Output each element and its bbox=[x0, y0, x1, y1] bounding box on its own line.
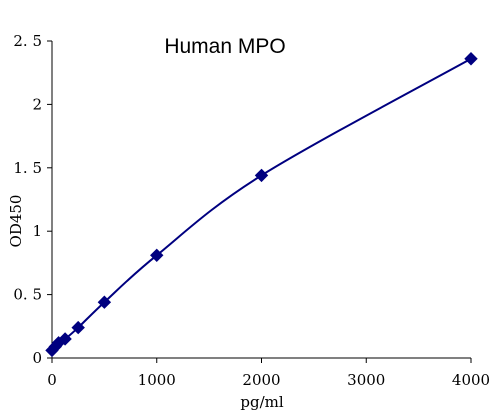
x-tick-label: 4000 bbox=[452, 371, 490, 389]
data-point bbox=[58, 332, 72, 346]
axis-ticks: 0 0. 5 1 1. 5 2 2. 5 0 1000 2000 3000 4000 bbox=[13, 32, 490, 389]
x-tick-label: 2000 bbox=[242, 371, 280, 389]
data-point bbox=[254, 168, 269, 183]
x-axis-label: pg/ml bbox=[240, 393, 283, 411]
data-point bbox=[150, 248, 164, 262]
series-line bbox=[51, 57, 472, 352]
y-tick-label: 2 bbox=[32, 95, 42, 113]
x-tick-label: 0 bbox=[47, 371, 57, 389]
chart-title: Human MPO bbox=[164, 35, 285, 58]
y-tick-label: 0. 5 bbox=[13, 286, 42, 304]
y-tick-label: 1 bbox=[32, 222, 42, 240]
data-point bbox=[71, 320, 85, 335]
data-point bbox=[464, 52, 478, 66]
data-point bbox=[97, 295, 112, 309]
plot-area: 0 0. 5 1 1. 5 2 2. 5 0 1000 2000 3000 4000 bbox=[13, 32, 490, 389]
y-tick-label: 0 bbox=[32, 349, 42, 367]
y-tick-label: 2. 5 bbox=[13, 32, 42, 50]
x-tick-label: 3000 bbox=[347, 371, 385, 389]
series-layer bbox=[45, 52, 478, 358]
y-tick-label: 1. 5 bbox=[13, 159, 42, 177]
y-axis-label: OD450 bbox=[7, 195, 25, 248]
x-tick-label: 1000 bbox=[138, 371, 176, 389]
